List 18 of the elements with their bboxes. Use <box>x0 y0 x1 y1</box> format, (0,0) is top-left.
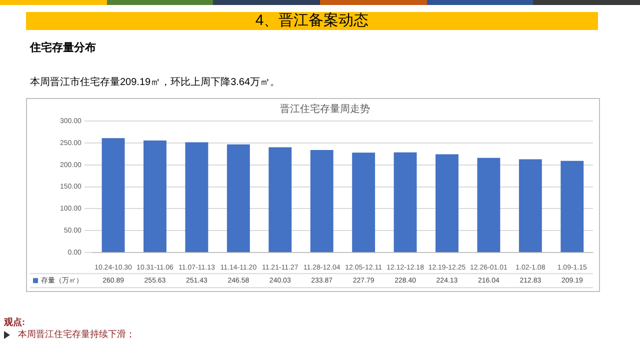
bar <box>436 154 458 252</box>
bar <box>560 160 584 252</box>
text: 本周晋江市住宅存量209.19㎡，环比上周下降3.64万㎡。 <box>30 76 280 89</box>
bar <box>477 158 500 252</box>
chart-title: 晋江住宅存量周走势 <box>280 102 370 115</box>
text: 4、晋江备案动态 <box>26 12 598 30</box>
bar <box>310 150 334 252</box>
bar <box>268 147 292 252</box>
text: 观点: <box>4 316 25 329</box>
chart-subtitle: 住宅存量分布 <box>30 40 96 55</box>
bar <box>394 152 417 252</box>
bar <box>518 159 542 252</box>
text: 本周晋江住宅存量持续下滑； <box>18 329 135 339</box>
bar <box>144 140 166 252</box>
bar <box>102 138 125 252</box>
bar <box>226 144 250 252</box>
bar <box>185 142 208 252</box>
bar <box>352 152 376 252</box>
